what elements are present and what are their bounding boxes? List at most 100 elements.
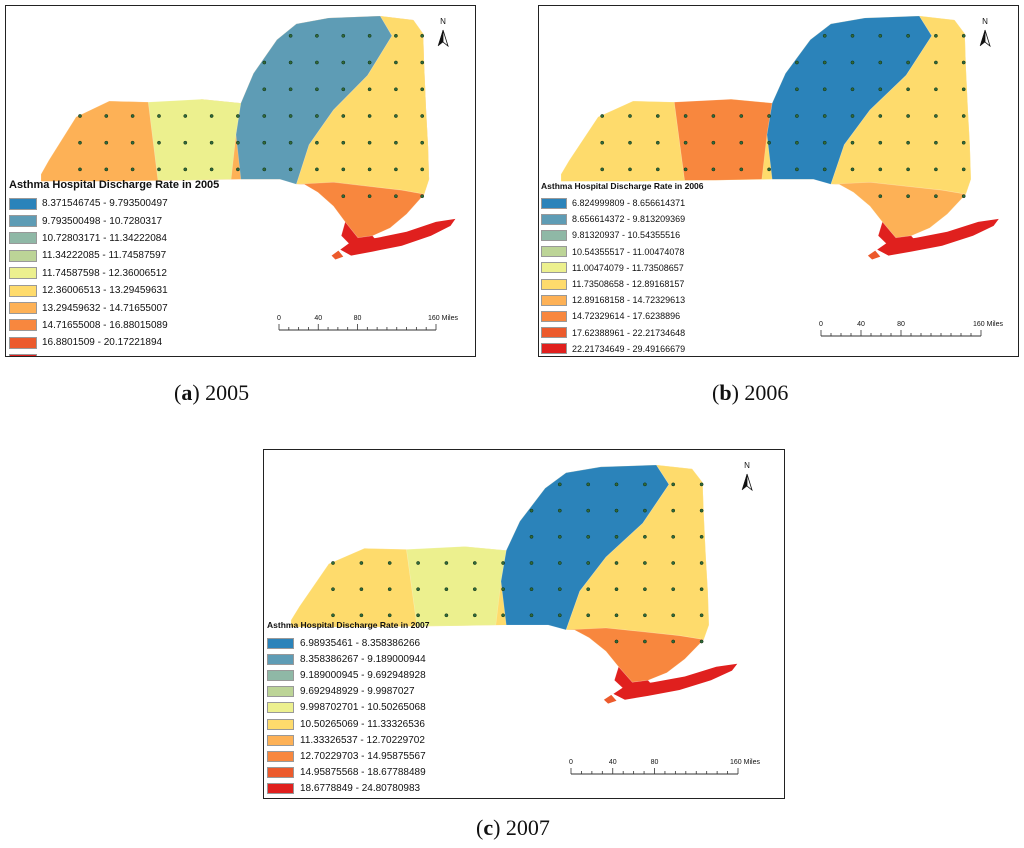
legend-item: 14.72329614 - 17.6238896	[541, 308, 704, 324]
station-dot	[262, 114, 267, 118]
station-dot	[315, 87, 319, 92]
station-dot	[557, 613, 562, 618]
station-dot	[934, 33, 938, 38]
station-dot	[795, 167, 799, 172]
legend-swatch	[9, 284, 37, 297]
map-panel-2006: N 0 40 80 160 Miles Asthma Hospital Discharg…	[538, 5, 1019, 357]
caption-year: 2005	[205, 380, 250, 405]
station-dot	[130, 140, 135, 145]
station-dot	[850, 87, 855, 92]
legend-title: Asthma Hospital Discharge Rate in 2006	[541, 181, 704, 191]
station-dot	[586, 613, 591, 618]
region-southeast	[830, 181, 967, 239]
station-dot	[961, 114, 966, 118]
legend-swatch	[267, 750, 294, 762]
station-dot	[961, 60, 966, 65]
legend-item: 18.6778849 - 24.80780983	[267, 781, 430, 797]
legend-label: 11.74587598 - 12.36006512	[42, 267, 167, 279]
caption-year: 2007	[505, 815, 550, 840]
station-dot	[961, 167, 966, 172]
station-dot	[934, 194, 938, 199]
station-dot	[557, 508, 562, 513]
station-dot	[394, 167, 398, 172]
station-dot	[906, 140, 910, 145]
station-dot	[643, 561, 647, 565]
legend-item: 20.17221895 - 25.18132782	[9, 352, 219, 356]
station-dot	[878, 140, 883, 145]
legend-item: 11.74587598 - 12.36006512	[9, 265, 219, 282]
legend-label: 14.71655008 - 16.88015089	[42, 319, 168, 331]
station-dot	[739, 140, 744, 145]
ny-state-map: N 0 40 80 160 Miles	[560, 15, 1003, 337]
legend-label: 9.998702701 - 10.50265068	[300, 702, 426, 714]
legend-item: 10.50265069 - 11.33326536	[267, 716, 430, 732]
station-dot	[157, 167, 161, 172]
legend-label: 14.72329614 - 17.6238896	[572, 311, 681, 322]
station-dot	[600, 167, 605, 172]
station-dot	[671, 508, 676, 513]
legend-swatch	[267, 653, 294, 665]
legend-label: 6.824999809 - 8.656614371	[572, 198, 686, 209]
station-dot	[416, 561, 420, 565]
station-dot	[262, 140, 267, 145]
station-dot	[288, 87, 293, 92]
station-dot	[394, 60, 398, 65]
station-dot	[586, 534, 591, 539]
station-dot	[387, 613, 392, 618]
legend-item: 11.00474079 - 11.73508657	[541, 260, 704, 276]
panel-caption: (b) 2006	[712, 380, 789, 405]
scale-bar-label: 0	[569, 759, 573, 766]
station-dot	[341, 33, 346, 38]
legend-label: 11.73508658 - 12.89168157	[572, 279, 685, 290]
station-dot	[387, 587, 392, 592]
legend-label: 9.692948929 - 9.9987027	[300, 686, 415, 698]
station-dot	[878, 60, 883, 65]
station-dot	[420, 87, 425, 92]
region-east	[295, 15, 430, 195]
station-dot	[655, 140, 660, 145]
north-arrow-label: N	[744, 461, 750, 470]
station-dot	[906, 194, 910, 199]
station-dot	[934, 140, 938, 145]
station-dot	[878, 167, 883, 172]
legend-swatch	[267, 783, 294, 795]
region-west	[40, 100, 159, 182]
station-dot	[529, 613, 534, 618]
station-dot	[183, 114, 188, 118]
station-dot	[822, 167, 827, 172]
station-dot	[341, 60, 346, 65]
legend-swatch	[541, 343, 567, 355]
region-central	[673, 98, 773, 181]
station-dot	[529, 534, 534, 539]
legend-item: 12.36006513 - 13.29459631	[9, 282, 219, 299]
station-dot	[586, 561, 591, 565]
station-dot	[359, 613, 364, 618]
station-dot	[288, 140, 293, 145]
station-dot	[671, 639, 676, 644]
legend-item: 9.998702701 - 10.50265068	[267, 700, 430, 716]
legend-item: 6.98935461 - 8.358386266	[267, 635, 430, 651]
station-dot	[906, 60, 910, 65]
legend-label: 10.50265069 - 11.33326536	[300, 718, 425, 730]
station-dot	[614, 639, 619, 644]
station-dot	[699, 561, 704, 565]
legend-label: 10.72803171 - 11.34222084	[42, 232, 167, 244]
station-dot	[78, 114, 82, 118]
scale-bar-label: 80	[354, 315, 362, 322]
legend-swatch	[267, 702, 294, 714]
station-dot	[906, 167, 910, 172]
region-southeast	[296, 181, 425, 239]
legend-item: 13.29459632 - 14.71655007	[9, 299, 219, 316]
legend-swatch	[9, 215, 37, 228]
station-dot	[934, 60, 938, 65]
station-dot	[262, 60, 267, 65]
map-legend: Asthma Hospital Discharge Rate in 2005 8…	[9, 179, 219, 356]
station-dot	[315, 114, 319, 118]
station-dot	[416, 613, 420, 618]
station-dot	[367, 167, 372, 172]
station-dot	[78, 140, 82, 145]
legend-item: 10.72803171 - 11.34222084	[9, 230, 219, 247]
legend-label: 11.00474079 - 11.73508657	[572, 262, 684, 273]
station-dot	[315, 140, 319, 145]
scale-bar-label: 160 Miles	[730, 759, 760, 766]
